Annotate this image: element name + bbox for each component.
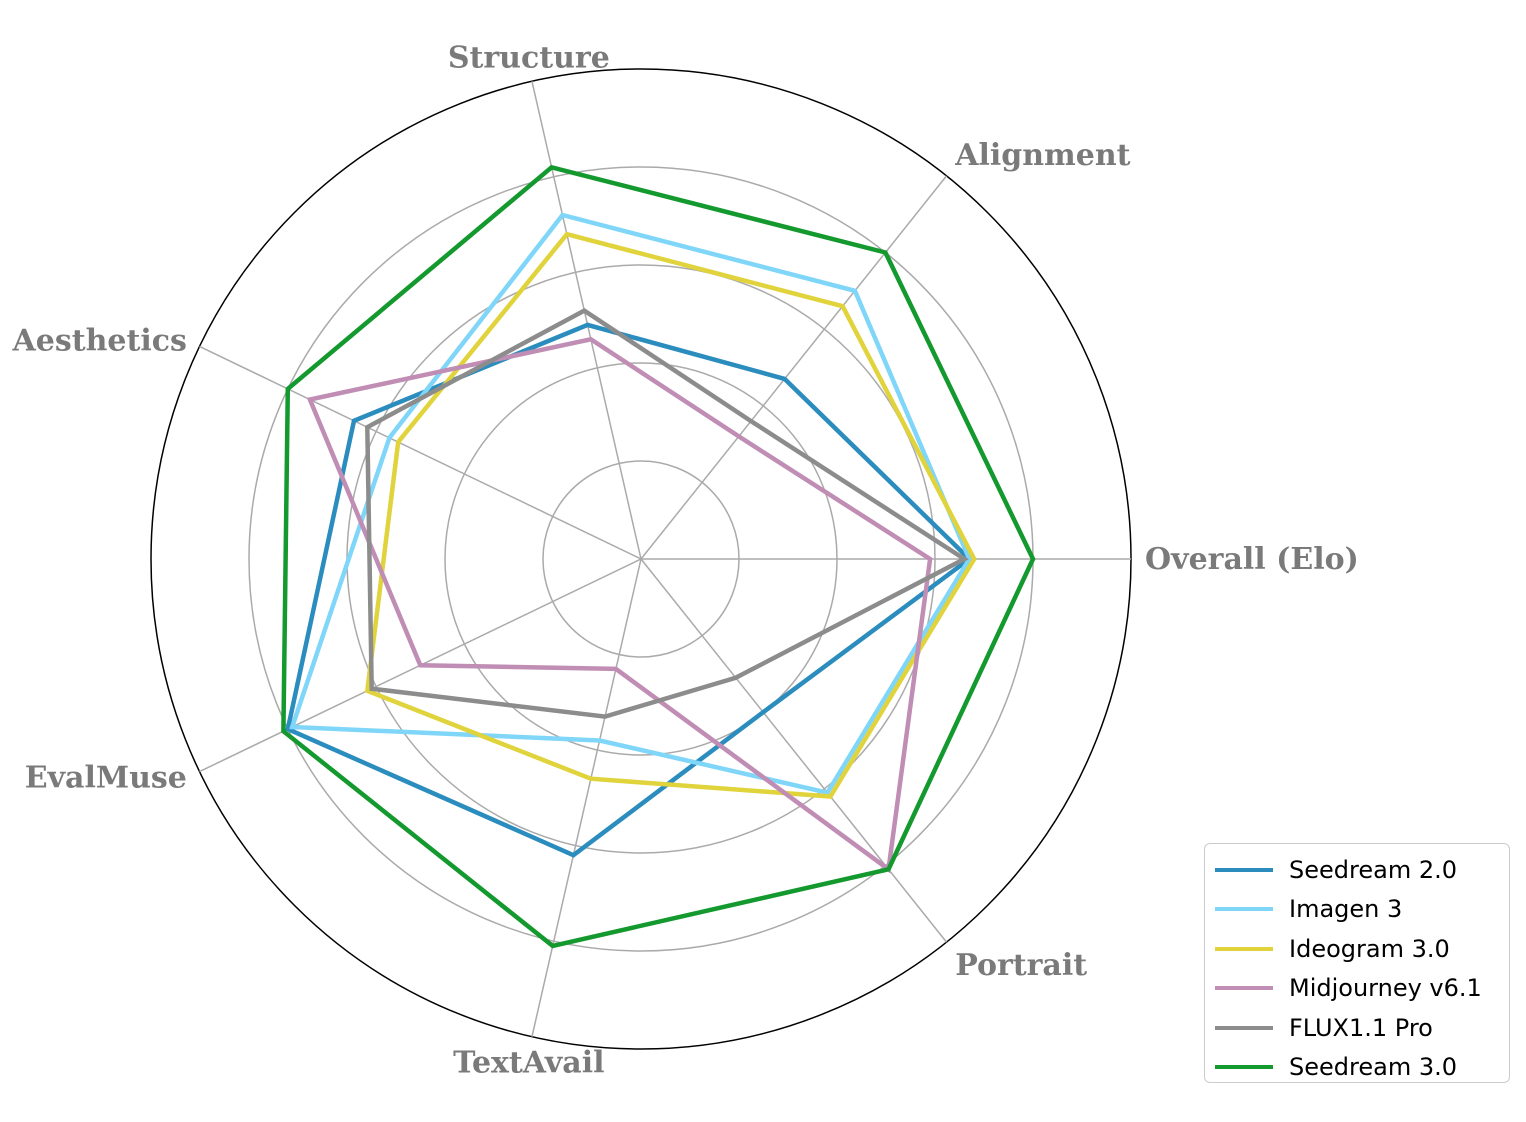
axis-label-aesthetics: Aesthetics — [11, 323, 186, 358]
series-ideogram-3-0-line — [364, 231, 977, 799]
legend-swatch — [1215, 907, 1273, 912]
legend-item: FLUX1.1 Pro — [1215, 1008, 1509, 1048]
axis-spoke — [199, 345, 642, 560]
axis-spoke — [531, 81, 642, 560]
legend-swatch — [1215, 1065, 1273, 1070]
series-seedream-2-0-line — [285, 322, 973, 858]
legend-item: Midjourney v6.1 — [1215, 969, 1509, 1009]
legend-label: Seedream 2.0 — [1289, 855, 1457, 884]
series-imagen-3-line — [289, 212, 972, 796]
radar-grid — [150, 68, 1132, 1050]
legend-item: Seedream 2.0 — [1215, 850, 1509, 890]
axis-spoke — [640, 558, 948, 943]
series-flux1-1-pro-line — [365, 307, 969, 719]
legend-swatch — [1215, 986, 1273, 991]
legend-swatch — [1215, 867, 1273, 872]
legend-swatch — [1215, 946, 1273, 951]
axis-spoke — [640, 175, 948, 560]
axis-spoke — [531, 558, 642, 1037]
axis-label-overall-elo: Overall (Elo) — [1145, 542, 1359, 577]
series-seedream-3-0-line — [281, 164, 1036, 949]
legend-item: Imagen 3 — [1215, 890, 1509, 930]
legend-label: Midjourney v6.1 — [1289, 974, 1482, 1003]
legend-label: Ideogram 3.0 — [1289, 934, 1450, 963]
axis-label-portrait: Portrait — [955, 948, 1087, 983]
axis-label-evalmuse: EvalMuse — [25, 761, 187, 796]
legend-swatch — [1215, 1025, 1273, 1030]
series-midjourney-v6-1-line — [306, 336, 933, 874]
legend-item: Seedream 3.0 — [1215, 1048, 1509, 1088]
axis-label-alignment: Alignment — [954, 138, 1130, 173]
legend-label: Imagen 3 — [1289, 895, 1403, 924]
axis-label-textavail: TextAvail — [453, 1045, 604, 1080]
radar-series — [281, 164, 1036, 949]
legend-item: Ideogram 3.0 — [1215, 929, 1509, 969]
axis-labels: Overall (Elo) Alignment Structure Aesthetic… — [11, 41, 1358, 1081]
chart-legend: Seedream 2.0 Imagen 3 Ideogram 3.0 Midjourn… — [1204, 843, 1510, 1083]
axis-label-structure: Structure — [448, 41, 610, 76]
legend-label: FLUX1.1 Pro — [1289, 1013, 1433, 1042]
legend-label: Seedream 3.0 — [1289, 1053, 1457, 1082]
